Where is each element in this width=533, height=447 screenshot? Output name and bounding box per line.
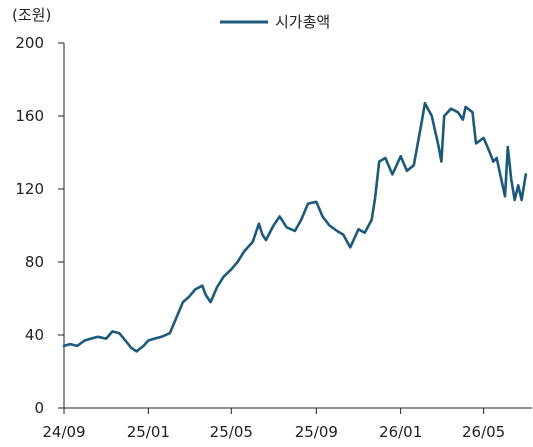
x-tick-label: 25/09 — [295, 423, 338, 441]
y-unit-label: (조원) — [12, 6, 51, 24]
x-tick-label: 26/05 — [462, 423, 505, 441]
y-axis: 0 40 80 120 160 200 — [15, 34, 65, 417]
series-layer — [62, 101, 528, 353]
y-tick-label: 40 — [25, 326, 44, 344]
x-tick-label: 26/01 — [379, 423, 422, 441]
legend-entry: 시가총액 — [275, 13, 330, 31]
y-tick-label: 0 — [34, 399, 44, 417]
legend: 시가총액 — [220, 13, 330, 31]
x-axis: 24/09 25/01 25/05 25/09 26/01 26/05 — [42, 407, 532, 441]
x-tick-label: 24/09 — [42, 423, 85, 441]
y-tick-label: 80 — [25, 253, 44, 271]
y-tick-label: 160 — [15, 107, 44, 125]
y-tick-label: 200 — [15, 34, 44, 52]
x-tick-label: 25/01 — [127, 423, 170, 441]
y-tick-label: 120 — [15, 180, 44, 198]
series-line-market-cap — [62, 101, 528, 353]
x-tick-label: 25/05 — [210, 423, 253, 441]
